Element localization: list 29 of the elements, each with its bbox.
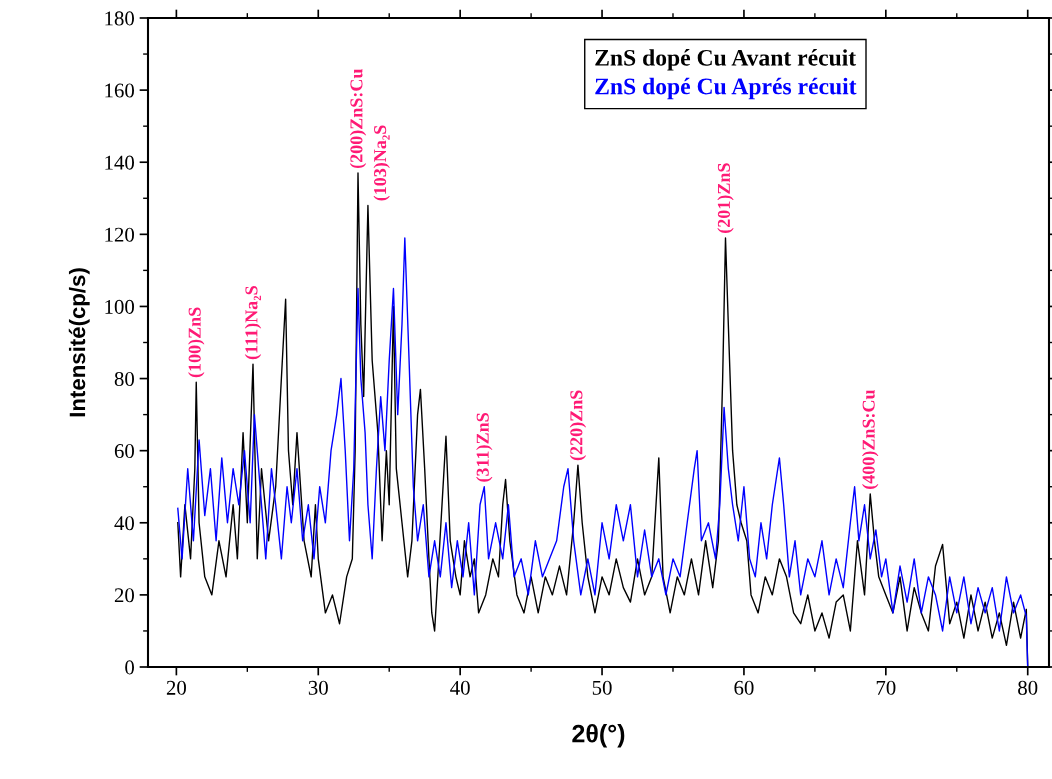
annotation: (400)ZnS:Cu [862,389,879,489]
y-tick-label: 60 [114,444,135,459]
y-tick-label: 140 [105,155,135,170]
y-tick-label: 80 [114,371,135,386]
annotation: (220)ZnS [569,390,587,461]
y-tick-label: 20 [114,588,135,603]
x-axis-title: 2θ(°) [572,724,625,748]
x-tick-label: 20 [166,680,186,695]
annotation: (100)ZnS [188,307,205,378]
x-tick-label: 30 [308,680,328,695]
y-tick-label: 40 [114,516,135,531]
text: ZnS dopé Cu Avant récuit [595,49,857,71]
x-tick-label: 80 [1018,680,1038,695]
annotation: (111)Na₂S [244,286,262,360]
annotation: (103)Na₂S [373,125,390,201]
text: ZnS dopé Cu Aprés récuit [595,77,857,100]
y-axis-title: Intensité(cp/s) [68,268,90,417]
annotation: (201)ZnS [717,163,734,233]
annotation: (311)ZnS [476,413,493,482]
y-tick-label: 180 [105,11,135,26]
y-tick-label: 120 [105,227,135,242]
x-tick-label: 50 [592,680,612,695]
y-tick-label: 160 [105,83,135,98]
x-tick-label: 60 [734,680,754,695]
annotation: (200)ZnS:Cu [349,69,367,169]
x-tick-label: 70 [876,680,896,695]
y-tick-label: 100 [105,299,135,314]
y-tick-label: 0 [125,660,135,675]
x-tick-label: 40 [450,680,470,695]
